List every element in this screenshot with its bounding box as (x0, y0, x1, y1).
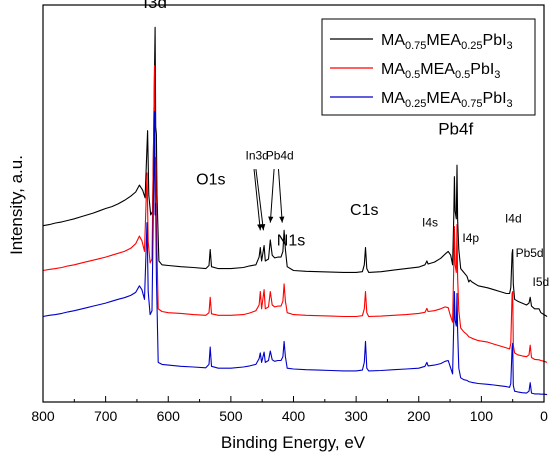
annotation-arrow-head-3 (279, 216, 285, 223)
peak-label-1: O1s (196, 171, 225, 188)
legend: MA0.75MEA0.25PbI3 MA0.5MEA0.5PbI3 MA0.25ME… (321, 18, 536, 116)
x-tick-label-7: 100 (470, 408, 494, 424)
x-axis-title: Binding Energy, eV (221, 433, 366, 452)
peak-label-8: I4p (462, 231, 479, 245)
x-tick-label-6: 200 (407, 408, 431, 424)
series-line-0 (42, 26, 548, 317)
peak-label-9: I4d (505, 212, 522, 226)
plot-lines (42, 26, 548, 396)
series-line-1 (42, 65, 548, 363)
peak-label-2: In3d (245, 148, 268, 162)
annotation-arrow-head-1 (260, 224, 266, 231)
annotation-arrow-line-1 (255, 168, 264, 231)
legend-label-2: MA0.25MEA0.75PbI3 (381, 90, 513, 110)
legend-label-0: MA0.75MEA0.25PbI3 (381, 32, 513, 52)
series-line-2 (42, 111, 548, 396)
legend-label-1: MA0.5MEA0.5PbI3 (381, 61, 500, 81)
x-tick-label-0: 800 (31, 408, 55, 424)
peak-label-0: I3d (143, 0, 167, 12)
x-tick-label-3: 500 (219, 408, 243, 424)
peak-label-5: C1s (350, 202, 378, 219)
peak-label-3: Pb4d (266, 148, 294, 162)
x-tick-label-4: 400 (282, 408, 306, 424)
peak-label-7: Pb4f (438, 120, 473, 139)
peak-label-4: N1s (277, 233, 305, 250)
x-axis-ticks: 800 700 600 500 400 300 200 100 0 (31, 396, 548, 424)
peak-label-11: I5d (533, 275, 550, 289)
legend-box (321, 18, 536, 116)
x-tick-label-1: 700 (94, 408, 118, 424)
y-axis-title: Intensity, a.u. (7, 155, 26, 255)
x-tick-label-5: 300 (344, 408, 368, 424)
x-tick-label-8: 0 (540, 408, 548, 424)
annotation-arrow-line-3 (277, 168, 283, 223)
peak-label-6: I4s (422, 215, 438, 229)
peak-label-10: Pb5d (516, 246, 544, 260)
annotation-arrow-head-2 (268, 216, 274, 223)
annotation-arrow-line-0 (253, 168, 261, 231)
x-tick-label-2: 600 (157, 408, 181, 424)
annotation-arrow-line-2 (269, 168, 275, 223)
